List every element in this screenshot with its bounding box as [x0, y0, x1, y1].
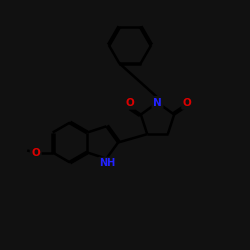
Text: O: O	[31, 148, 40, 158]
Text: NH: NH	[100, 158, 116, 168]
Text: N: N	[153, 98, 162, 108]
Text: O: O	[126, 98, 135, 108]
Text: O: O	[183, 98, 192, 108]
